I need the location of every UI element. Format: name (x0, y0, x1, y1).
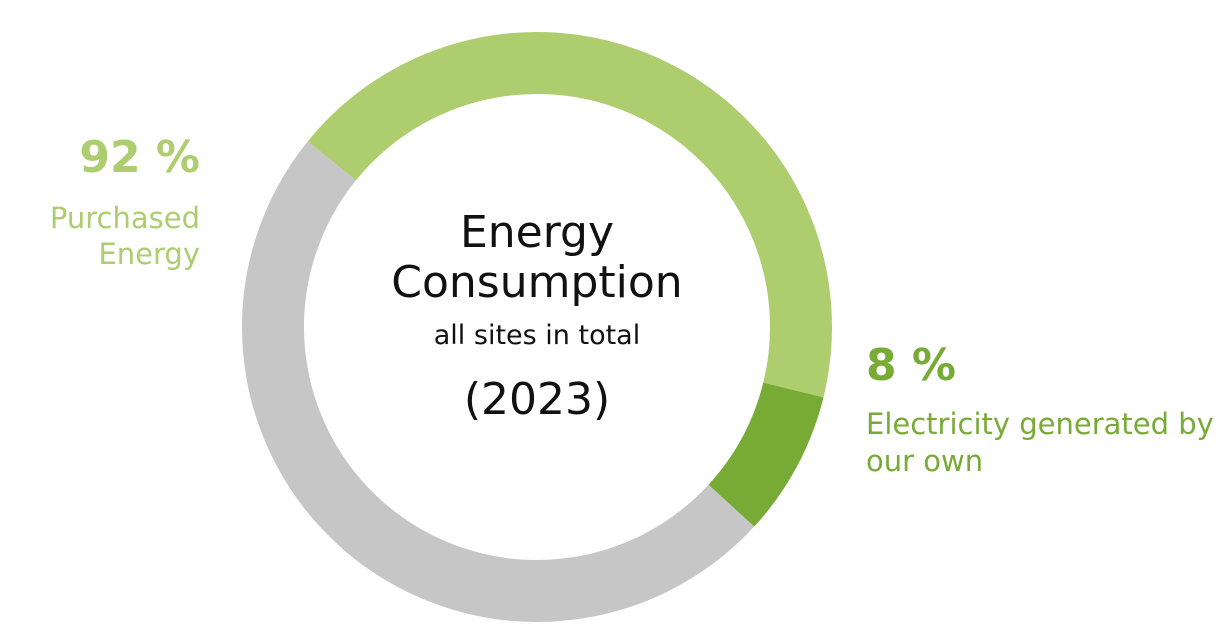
donut-segment (242, 141, 755, 622)
chart-period: (2023) (463, 374, 611, 425)
chart-title: Energy Consumption (391, 207, 683, 308)
donut-segment (307, 32, 832, 398)
annotation-text: Purchased Energy (49, 201, 200, 271)
annotation-value: 8 % (866, 340, 957, 391)
chart-subtitle: all sites in total (433, 320, 641, 351)
annotation-value: 92 % (79, 132, 200, 183)
annotation-text: Electricity generated by our own (866, 407, 1214, 478)
donut-segment (708, 381, 824, 527)
